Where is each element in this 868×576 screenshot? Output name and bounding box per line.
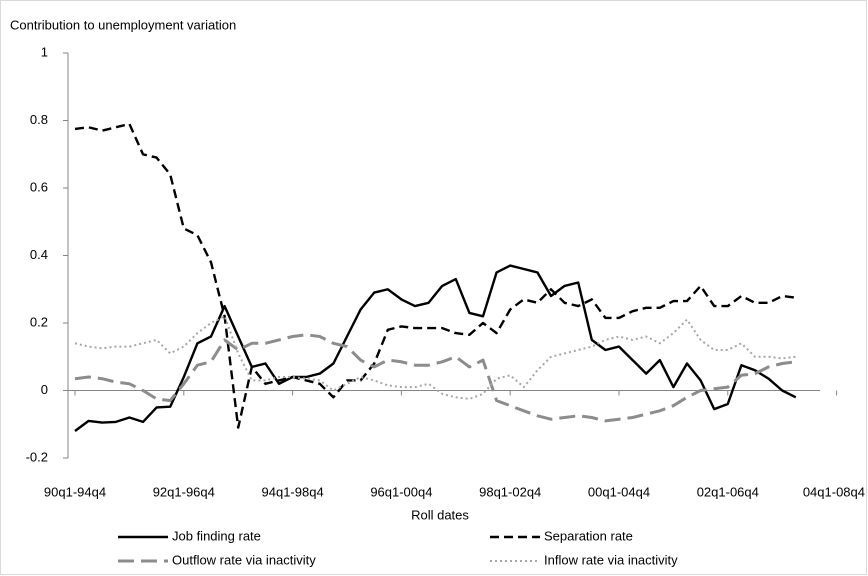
legend-label: Job finding rate [172, 528, 261, 543]
y-tick-label: 0.6 [30, 179, 48, 194]
y-tick-label: 0.2 [30, 314, 48, 329]
x-tick-label: 02q1-06q4 [697, 484, 759, 499]
legend-label: Separation rate [544, 528, 633, 543]
y-tick-label: 0.8 [30, 112, 48, 127]
x-tick-label: 90q1-94q4 [44, 484, 106, 499]
x-tick-label: 94q1-98q4 [262, 484, 324, 499]
x-tick-label: 04q1-08q4 [803, 484, 865, 499]
legend-label: Outflow rate via inactivity [172, 552, 316, 567]
series-line [74, 333, 796, 423]
legend-label: Inflow rate via inactivity [544, 552, 678, 567]
y-tick-label: -0.2 [26, 449, 48, 464]
x-tick-label: 98q1-02q4 [479, 484, 541, 499]
series-line [74, 315, 796, 400]
x-axis-label: Roll dates [411, 507, 469, 522]
x-tick-label: 96q1-00q4 [370, 484, 432, 499]
y-tick-label: 0 [41, 382, 48, 397]
series-line [74, 264, 797, 432]
y-tick-label: 0.4 [30, 247, 48, 262]
x-tick-label: 92q1-96q4 [153, 484, 215, 499]
series-line [74, 122, 796, 429]
y-tick-label: 1 [41, 44, 48, 59]
chart-title: Contribution to unemployment variation [10, 17, 236, 32]
x-tick-label: 00q1-04q4 [588, 484, 650, 499]
